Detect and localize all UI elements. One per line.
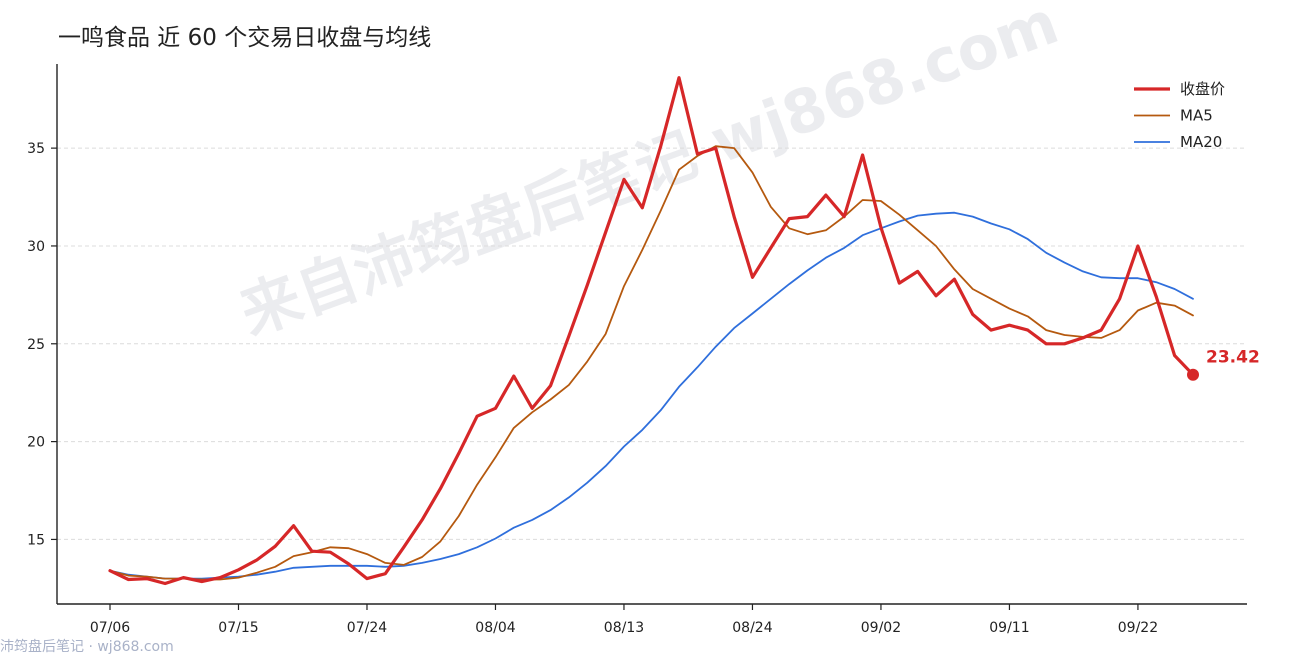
x-tick-label: 09/02 bbox=[861, 620, 901, 636]
footer-credit: 沛筠盘后笔记 · wj868.com bbox=[0, 639, 174, 655]
x-tick-label: 07/06 bbox=[90, 620, 130, 636]
series-line-close bbox=[108, 76, 1195, 586]
y-tick-label: 25 bbox=[27, 337, 45, 353]
x-tick-label: 09/11 bbox=[989, 620, 1029, 636]
chart-title: 一鸣食品 近 60 个交易日收盘与均线 bbox=[58, 25, 432, 51]
y-tick-label: 35 bbox=[27, 141, 45, 157]
legend: 收盘价 MA5 MA20 bbox=[1134, 80, 1225, 151]
legend-label: MA20 bbox=[1180, 133, 1222, 151]
axes bbox=[56, 64, 1247, 605]
y-ticks: 15 20 25 30 35 bbox=[27, 141, 57, 548]
last-close-label: 23.42 bbox=[1206, 348, 1260, 368]
x-ticks: 07/06 07/15 07/24 08/04 08/13 08/24 09/02 09/11… bbox=[90, 604, 1158, 636]
watermark-text: 来自沛筠盘后笔记 wj868.com bbox=[231, 0, 1067, 349]
series-line-ma20 bbox=[109, 211, 1194, 580]
watermark: 来自沛筠盘后笔记 wj868.com bbox=[231, 0, 1067, 349]
legend-label: MA5 bbox=[1180, 107, 1213, 125]
legend-label: 收盘价 bbox=[1180, 80, 1225, 98]
x-tick-label: 07/24 bbox=[347, 620, 387, 636]
x-tick-label: 08/13 bbox=[604, 620, 644, 636]
last-close-marker bbox=[1187, 368, 1199, 381]
gridlines bbox=[57, 147, 1247, 540]
x-tick-label: 07/15 bbox=[218, 620, 258, 636]
series-line-ma5 bbox=[109, 145, 1194, 581]
annotations: 23.42 bbox=[1187, 348, 1260, 381]
x-tick-label: 08/24 bbox=[732, 620, 772, 636]
y-tick-label: 20 bbox=[27, 435, 45, 451]
x-tick-label: 09/22 bbox=[1118, 620, 1158, 636]
x-tick-label: 08/04 bbox=[475, 620, 515, 636]
series bbox=[108, 76, 1195, 586]
y-tick-label: 30 bbox=[27, 239, 45, 255]
y-tick-label: 15 bbox=[27, 532, 45, 548]
